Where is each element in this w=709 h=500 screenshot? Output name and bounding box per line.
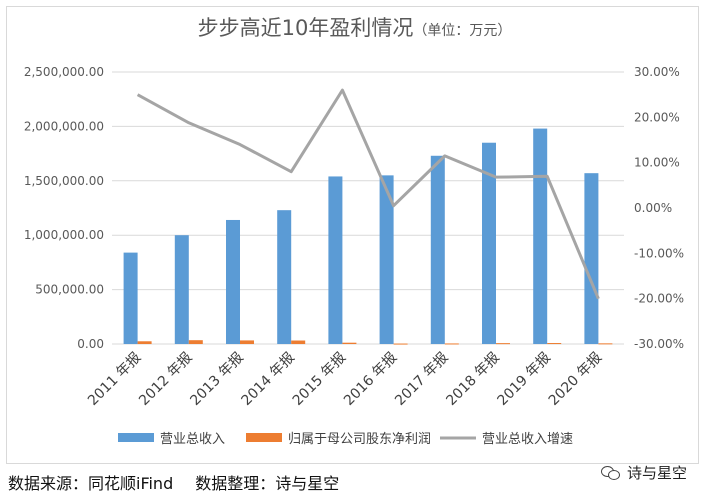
y-right-tick-label: -10.00% xyxy=(634,246,684,260)
y-left-tick-label: 2,500,000.00 xyxy=(24,65,104,79)
bar-revenue xyxy=(328,176,343,344)
legend-swatch-revenue xyxy=(118,433,154,442)
y-right-tick-label: 0.00% xyxy=(634,201,672,215)
y-left-tick-label: 1,500,000.00 xyxy=(24,174,104,188)
x-tick-label: 2012 年报 xyxy=(136,350,195,409)
legend-label-revenue: 营业总收入 xyxy=(160,432,225,447)
bar-net-profit xyxy=(444,343,459,345)
x-tick-label: 2013 年报 xyxy=(187,350,246,409)
legend-label-net-profit: 归属于母公司股东净利润 xyxy=(288,432,431,447)
y-right-tick-label: 30.00% xyxy=(634,65,680,79)
x-tick-label: 2019 年报 xyxy=(495,350,554,409)
bar-net-profit xyxy=(393,343,408,345)
y-right-tick-label: 20.00% xyxy=(634,110,680,124)
x-tick-label: 2011 年报 xyxy=(85,350,144,409)
footer: 数据来源：同花顺iFind 数据整理：诗与星空 xyxy=(8,470,339,494)
bar-net-profit xyxy=(342,342,357,344)
data-source: 数据来源：同花顺iFind xyxy=(8,474,174,493)
data-curator: 数据整理：诗与星空 xyxy=(195,474,340,493)
bar-net-profit xyxy=(547,343,562,345)
x-tick-label: 2018 年报 xyxy=(443,350,502,409)
combo-chart: 0.00 500,000.00 1,000,000.00 1,500,000.00 2,… xyxy=(24,65,684,447)
y-left-tick-label: 1,000,000.00 xyxy=(24,228,104,242)
bar-revenue xyxy=(123,252,138,344)
bar-revenue xyxy=(482,142,496,344)
legend-label-growth: 营业总收入增速 xyxy=(482,432,573,447)
bar-net-profit xyxy=(598,343,613,345)
x-tick-label: 2016 年报 xyxy=(341,350,400,409)
brand-name: 诗与星空 xyxy=(626,464,687,482)
y-right-tick-label: -20.00% xyxy=(634,292,684,306)
bar-revenue xyxy=(379,175,394,344)
chart-title-unit: （单位：万元） xyxy=(413,23,512,39)
wechat-icon xyxy=(600,465,621,481)
bar-net-profit xyxy=(291,340,306,344)
bar-revenue xyxy=(277,210,292,344)
bar-net-profit xyxy=(137,341,152,344)
bar-revenue xyxy=(533,128,548,344)
y-left-tick-label: 500,000.00 xyxy=(35,283,104,297)
bar-revenue xyxy=(584,173,599,344)
bar-net-profit xyxy=(240,340,254,344)
bar-revenue xyxy=(174,235,189,344)
x-tick-label: 2015 年报 xyxy=(290,350,349,409)
chart-title: 步步高近10年盈利情况（单位：万元） xyxy=(0,12,709,42)
x-tick-label: 2017 年报 xyxy=(392,350,451,409)
bar-revenue xyxy=(430,155,445,344)
bar-net-profit xyxy=(496,343,510,345)
x-tick-label: 2014 年报 xyxy=(239,350,298,409)
y-right-tick-label: 10.00% xyxy=(634,156,680,170)
bar-revenue xyxy=(226,219,240,344)
legend-swatch-net-profit xyxy=(246,433,282,442)
chart-title-main: 步步高近10年盈利情况 xyxy=(197,16,414,40)
bar-net-profit xyxy=(188,340,203,344)
x-tick-label: 2020 年报 xyxy=(546,350,605,409)
y-left-tick-label: 0.00 xyxy=(77,337,104,351)
line-growth xyxy=(136,88,600,300)
y-right-tick-label: -30.00% xyxy=(634,337,684,351)
y-left-tick-label: 2,000,000.00 xyxy=(24,119,104,133)
brand: 诗与星空 xyxy=(600,462,687,483)
